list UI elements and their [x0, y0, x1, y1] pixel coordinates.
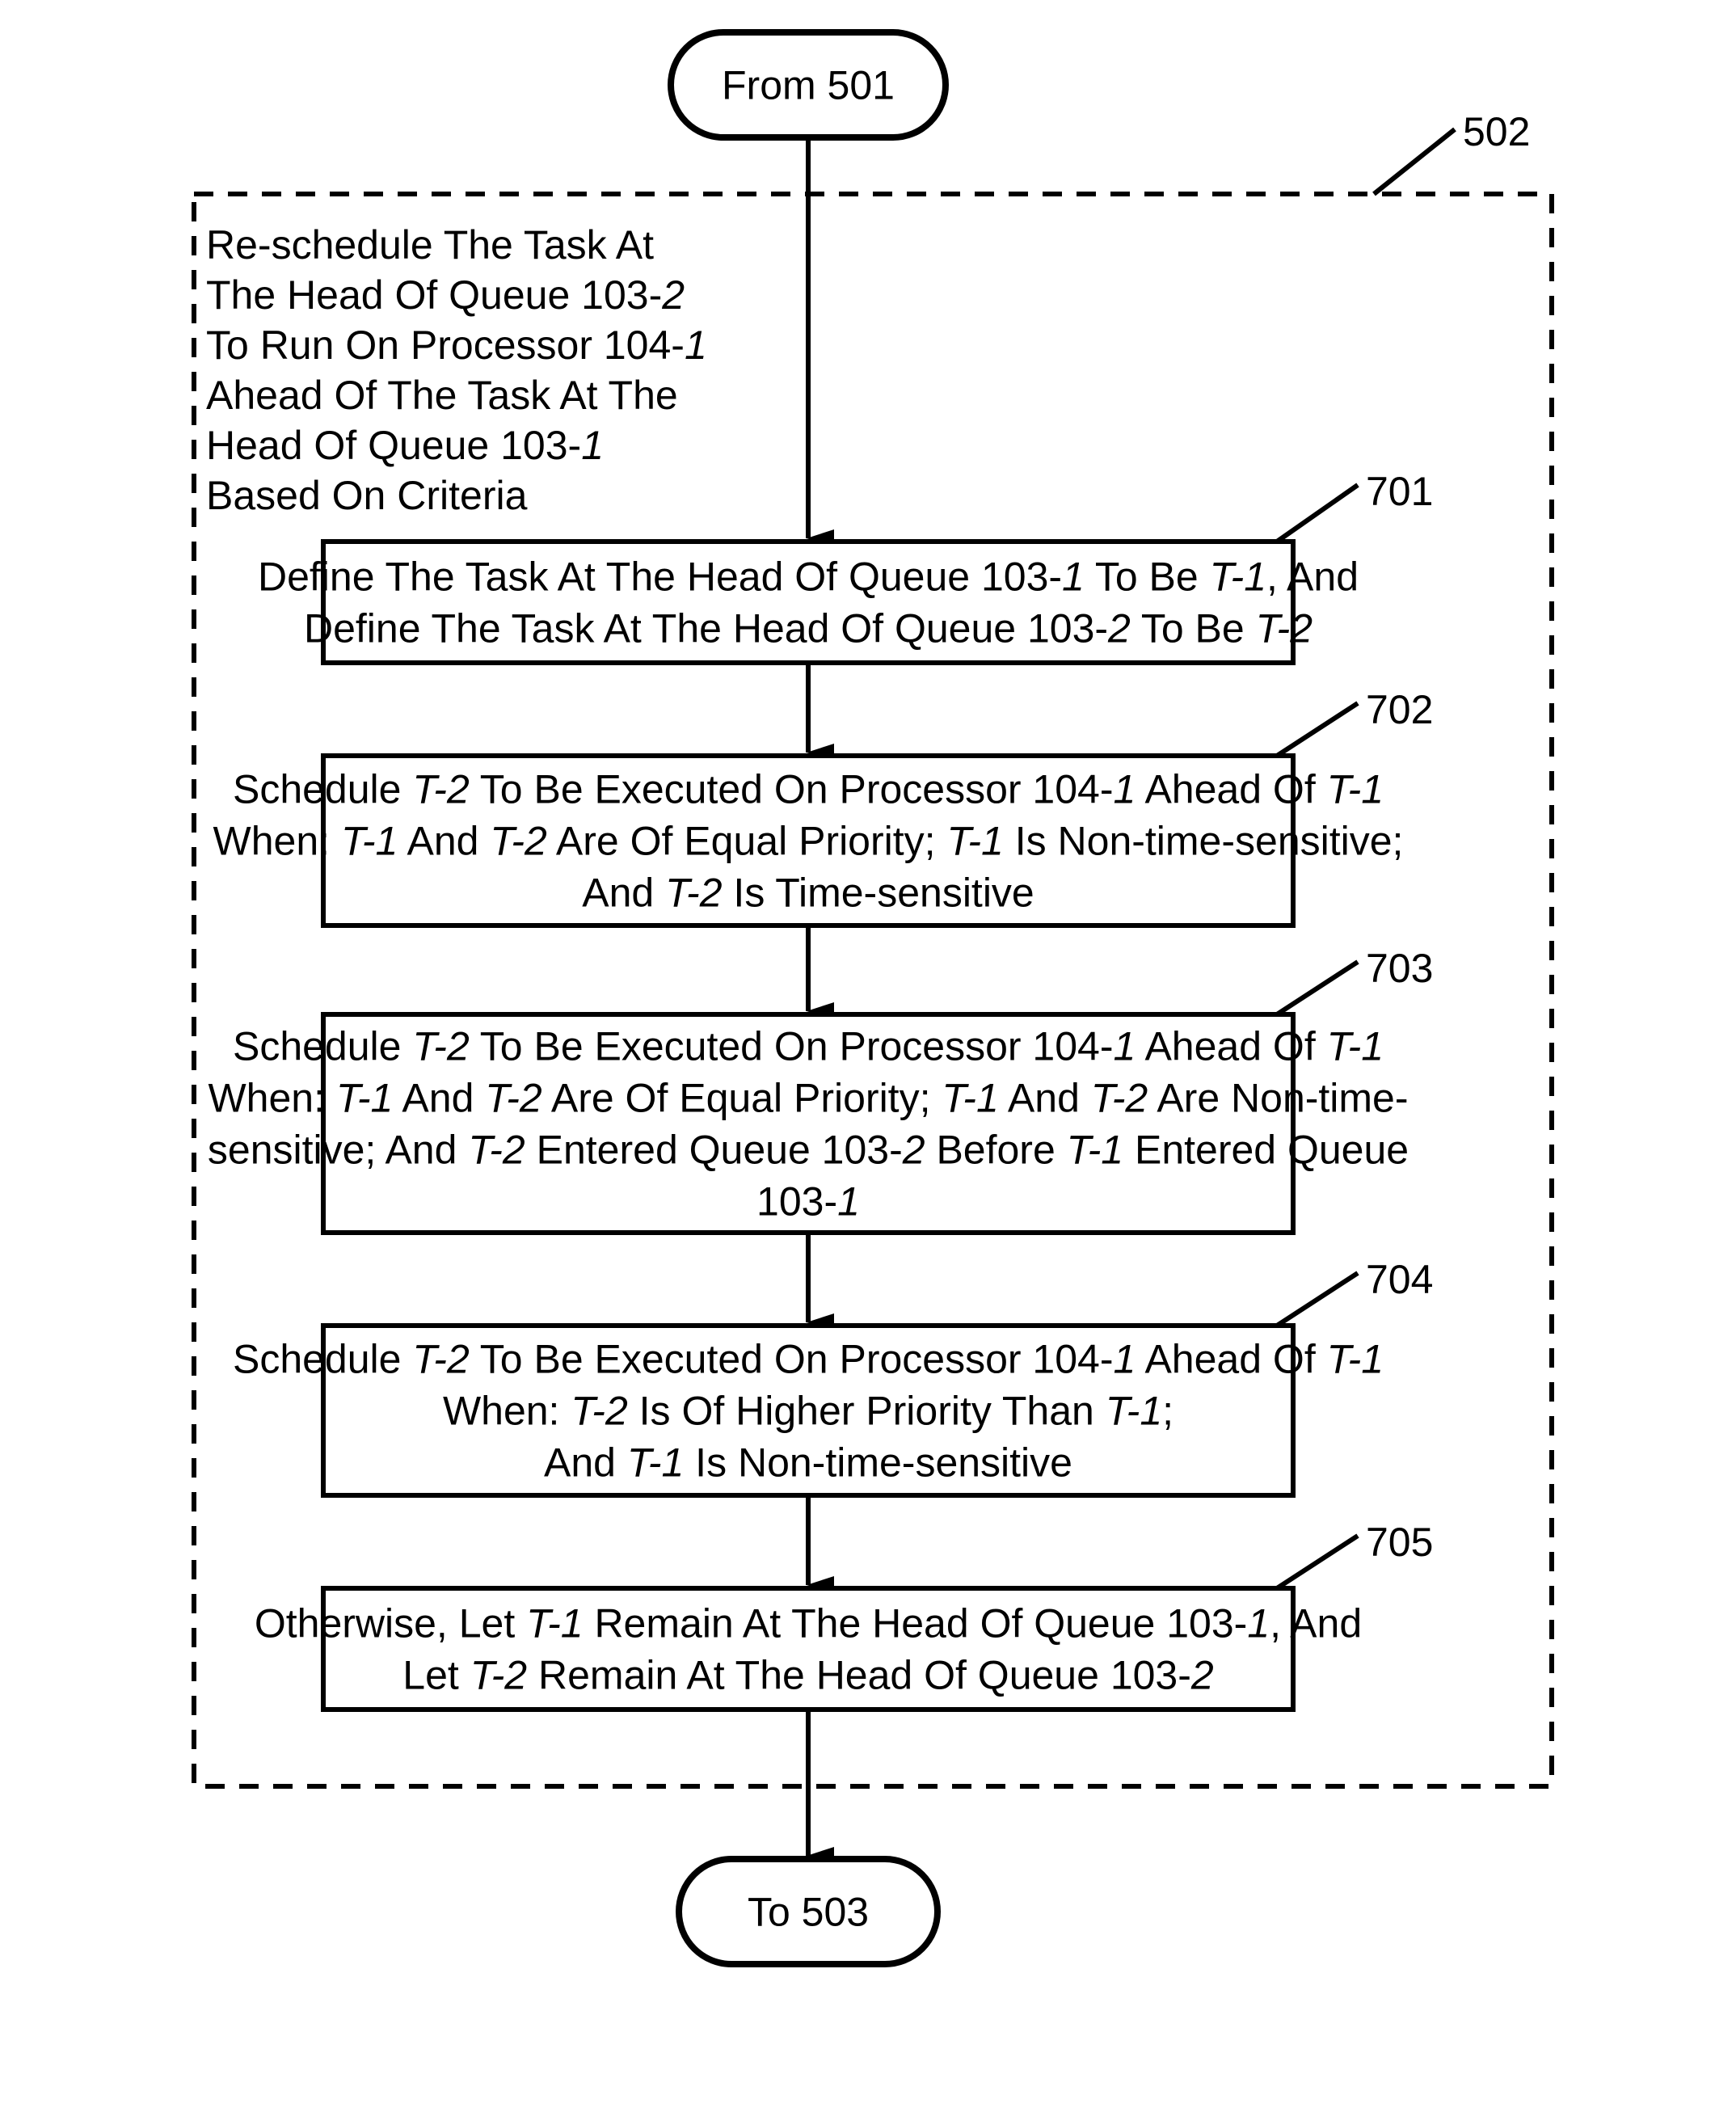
ref-leader-701	[1277, 485, 1358, 542]
process-box-704-line-1: When: T-2 Is Of Higher Priority Than T-1…	[443, 1389, 1173, 1434]
title-line-2: To Run On Processor 104-1	[206, 323, 707, 368]
terminal-from-501-label: From 501	[722, 63, 895, 108]
title-line-3: Ahead Of The Task At The	[206, 373, 678, 418]
process-box-705-line-0: Otherwise, Let T-1 Remain At The Head Of…	[255, 1601, 1362, 1646]
ref-label-701: 701	[1366, 469, 1433, 514]
ref-label-702: 702	[1366, 687, 1433, 732]
process-box-702-line-0: Schedule T-2 To Be Executed On Processor…	[233, 767, 1384, 812]
process-box-703-line-0: Schedule T-2 To Be Executed On Processor…	[233, 1024, 1384, 1069]
process-box-703-line-3: 103-1	[756, 1179, 860, 1225]
flowchart-diagram: 502 From 501 To 503 Re-schedule The Task At…	[0, 0, 1736, 2108]
ref-label-502: 502	[1463, 109, 1530, 154]
ref-label-704: 704	[1366, 1257, 1433, 1302]
process-box-704-line-0: Schedule T-2 To Be Executed On Processor…	[233, 1337, 1384, 1382]
title-line-1: The Head Of Queue 103-2	[206, 272, 685, 318]
title-line-0: Re-schedule The Task At	[206, 222, 654, 268]
ref-leader-705	[1277, 1536, 1358, 1588]
process-box-703-line-1: When: T-1 And T-2 Are Of Equal Priority;…	[208, 1076, 1408, 1121]
process-box-704-line-2: And T-1 Is Non-time-sensitive	[544, 1440, 1072, 1486]
ref-leader-704	[1277, 1273, 1358, 1326]
process-box-701-line-0: Define The Task At The Head Of Queue 103…	[258, 554, 1359, 600]
ref-leader-703	[1277, 962, 1358, 1014]
title-line-5: Based On Criteria	[206, 473, 528, 518]
ref-label-703: 703	[1366, 946, 1433, 991]
ref-leader-702	[1277, 703, 1358, 756]
title-line-4: Head Of Queue 103-1	[206, 423, 604, 468]
ref-leader-502	[1374, 129, 1455, 194]
process-box-705-line-1: Let T-2 Remain At The Head Of Queue 103-…	[402, 1653, 1214, 1698]
process-box-701-line-1: Define The Task At The Head Of Queue 103…	[304, 606, 1313, 651]
process-box-703-line-2: sensitive; And T-2 Entered Queue 103-2 B…	[208, 1128, 1409, 1173]
terminal-to-503-label: To 503	[748, 1890, 869, 1935]
ref-label-705: 705	[1366, 1520, 1433, 1565]
process-box-702-line-2: And T-2 Is Time-sensitive	[582, 871, 1034, 916]
process-box-702-line-1: When: T-1 And T-2 Are Of Equal Priority;…	[213, 819, 1404, 864]
